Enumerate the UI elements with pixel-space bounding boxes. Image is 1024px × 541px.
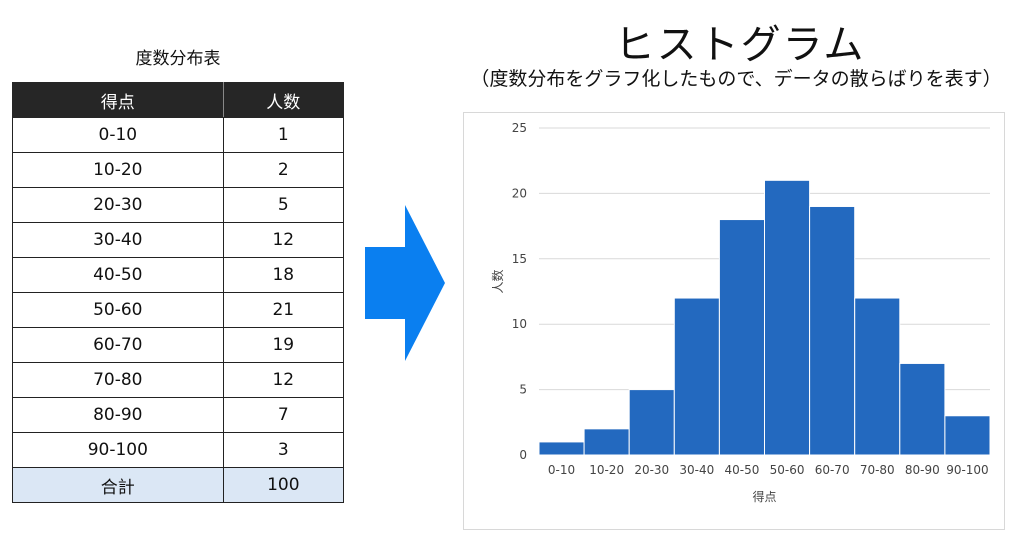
table-title: 度数分布表 [135,49,221,69]
table-header-row: 得点 人数 [12,82,345,118]
x-tick-label: 30-40 [679,463,714,477]
right-arrow-icon [365,205,445,361]
y-tick-label: 15 [512,252,527,266]
count-cell: 2 [222,152,345,188]
table-row: 50-60 21 [12,292,345,328]
frequency-table: 得点 人数 0-10 1 10-20 2 20-30 5 30-40 12 40-50 1… [12,82,345,503]
table-row: 60-70 19 [12,327,345,363]
x-tick-label: 0-10 [548,463,575,477]
x-tick-label: 10-20 [589,463,624,477]
histogram-svg: 0 5 10 15 20 25 0-10 10-20 20-30 30-40 40-50 50-60 6… [490,121,991,504]
histogram-bar [538,441,585,456]
y-tick-label: 10 [512,317,527,331]
histogram-bar [854,297,901,456]
table-row: 70-80 12 [12,362,345,398]
histogram-bar [944,415,991,456]
y-tick-label: 5 [519,383,527,397]
histogram-bar [583,428,630,456]
table-row: 0-10 1 [12,117,345,153]
histogram-subtitle: （度数分布をグラフ化したもので、データの散らばりを表す） [470,68,1002,90]
score-cell: 60-70 [12,327,224,363]
score-cell: 30-40 [12,222,224,258]
count-cell: 7 [222,397,345,433]
histogram-title: ヒストグラム [614,22,866,68]
histogram-chart: 0 5 10 15 20 25 0-10 10-20 20-30 30-40 40-50 50-60 6… [463,112,1005,530]
count-cell: 5 [222,187,345,223]
histogram-bar [628,389,675,456]
total-value: 100 [222,467,345,503]
y-tick-label: 0 [519,448,527,462]
score-cell: 10-20 [12,152,224,188]
count-cell: 18 [222,257,345,293]
score-cell: 0-10 [12,117,224,153]
table-row: 90-100 3 [12,432,345,468]
y-tick-label: 25 [512,121,527,135]
count-cell: 3 [222,432,345,468]
table-row: 30-40 12 [12,222,345,258]
table-row: 80-90 7 [12,397,345,433]
histogram-bar [764,179,811,456]
x-tick-label: 40-50 [725,463,760,477]
x-tick-label: 70-80 [860,463,895,477]
histogram-bar [718,219,765,456]
x-tick-label: 60-70 [815,463,850,477]
y-axis-label: 人数 [490,269,505,293]
histogram-bar [809,205,856,456]
count-cell: 12 [222,362,345,398]
total-label: 合計 [12,467,224,503]
y-tick-label: 20 [512,186,527,200]
header-score: 得点 [12,82,224,118]
total-row: 合計 100 [12,467,345,503]
table-row: 10-20 2 [12,152,345,188]
score-cell: 90-100 [12,432,224,468]
count-cell: 21 [222,292,345,328]
x-tick-label: 50-60 [770,463,805,477]
x-tick-label: 80-90 [905,463,940,477]
table-row: 20-30 5 [12,187,345,223]
score-cell: 50-60 [12,292,224,328]
header-count: 人数 [222,82,345,118]
x-tick-label: 20-30 [634,463,669,477]
table-row: 40-50 18 [12,257,345,293]
x-tick-label: 90-100 [946,463,989,477]
count-cell: 1 [222,117,345,153]
score-cell: 40-50 [12,257,224,293]
histogram-bar [899,362,946,456]
score-cell: 80-90 [12,397,224,433]
score-cell: 20-30 [12,187,224,223]
count-cell: 12 [222,222,345,258]
histogram-bar [673,297,720,456]
x-axis-label: 得点 [752,489,776,504]
count-cell: 19 [222,327,345,363]
score-cell: 70-80 [12,362,224,398]
